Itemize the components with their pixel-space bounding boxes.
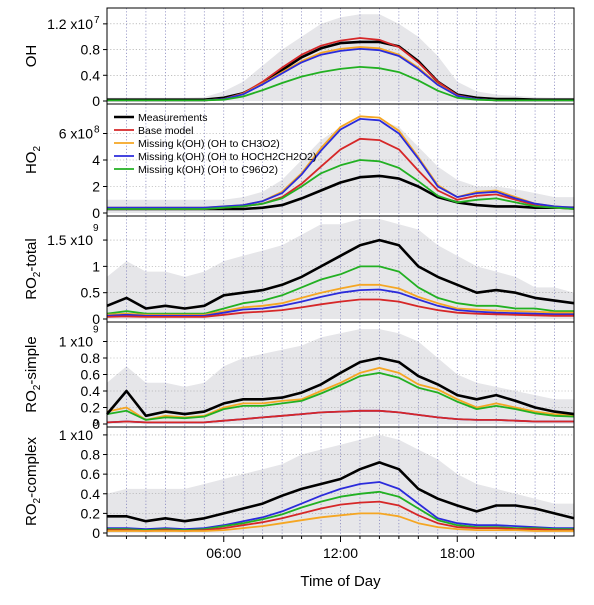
- y-tick-label: 0.4: [81, 383, 101, 399]
- series-line: [106, 298, 574, 318]
- y-tick-label: 0.5: [81, 285, 101, 301]
- series-line: [106, 288, 574, 317]
- x-axis-label: Time of Day: [300, 573, 381, 590]
- series-line: [107, 66, 574, 102]
- series-line: [107, 461, 575, 523]
- series-line: [107, 481, 574, 530]
- y-exponent: 9: [93, 418, 99, 429]
- y-exponent: 8: [94, 125, 100, 136]
- series-line: [106, 356, 575, 418]
- y-tick-label: 1: [92, 258, 100, 274]
- y-tick-label: 1 x10: [59, 334, 93, 350]
- y-tick-label: 0: [92, 416, 100, 432]
- panel-2: 0 2 4 6 x10 8 HO2: [23, 103, 575, 221]
- y-tick-label: 1.5 x10: [47, 232, 93, 248]
- panel-1: 0 0.4 0.8 1.2 x10 7 OH: [23, 7, 575, 109]
- uncertainty-band: [107, 120, 574, 213]
- y-tick-label: 0.4: [81, 67, 101, 83]
- y-exponent: 7: [94, 15, 100, 26]
- legend-label: Base model: [138, 125, 193, 137]
- x-tick-label: 18:00: [440, 545, 475, 561]
- y-tick-label: 0.6: [81, 367, 101, 383]
- y-tick-label: 2: [92, 179, 100, 195]
- uncertainty-band: [107, 14, 574, 102]
- y-tick-label: 0: [92, 93, 100, 109]
- series-line: [107, 159, 575, 210]
- y-tick-label: 0.4: [81, 486, 101, 502]
- series-line: [107, 512, 574, 532]
- y-tick-label: 1.2 x10: [47, 16, 93, 32]
- y-tick-label: 0: [92, 205, 100, 221]
- y-tick-label: 0.8: [81, 350, 101, 366]
- legend-label: Missing k(OH) (OH to CH3O2): [138, 138, 280, 150]
- y-axis-label: HO2: [23, 146, 43, 175]
- series-line: [106, 409, 574, 424]
- y-exponent: 9: [93, 223, 99, 234]
- uncertainty-band: [107, 219, 574, 319]
- legend-label: Measurements: [138, 112, 207, 124]
- legend-label: Missing k(OH) (OH to HOCH2CH2O2): [138, 151, 317, 163]
- series-line: [106, 238, 575, 310]
- y-axis-label: RO2-simple: [23, 336, 43, 412]
- y-axis-label: OH: [23, 45, 40, 68]
- y-tick-label: 0.8: [81, 447, 101, 463]
- x-tick-label: 12:00: [323, 545, 358, 561]
- y-tick-label: 0.8: [81, 42, 101, 58]
- y-tick-label: 0.2: [81, 505, 101, 521]
- y-axis-label: RO2-complex: [23, 437, 43, 526]
- y-exponent: 9: [93, 325, 99, 336]
- series-line: [106, 265, 574, 315]
- legend-label: Missing k(OH) (OH to C96O2): [138, 164, 278, 176]
- y-tick-label: 6 x10: [59, 126, 93, 142]
- series-line: [106, 283, 574, 316]
- y-tick-label: 4: [92, 152, 100, 168]
- y-tick-label: 0: [92, 525, 100, 541]
- series-line: [106, 372, 575, 421]
- y-tick-label: 0: [92, 311, 100, 327]
- y-axis-label: RO2-total: [23, 238, 43, 299]
- y-tick-label: 0.2: [81, 400, 101, 416]
- y-tick-label: 1 x10: [59, 427, 93, 443]
- uncertainty-band: [107, 434, 574, 533]
- y-tick-label: 0.6: [81, 466, 101, 482]
- series-line: [107, 118, 575, 209]
- x-tick-label: 06:00: [206, 545, 241, 561]
